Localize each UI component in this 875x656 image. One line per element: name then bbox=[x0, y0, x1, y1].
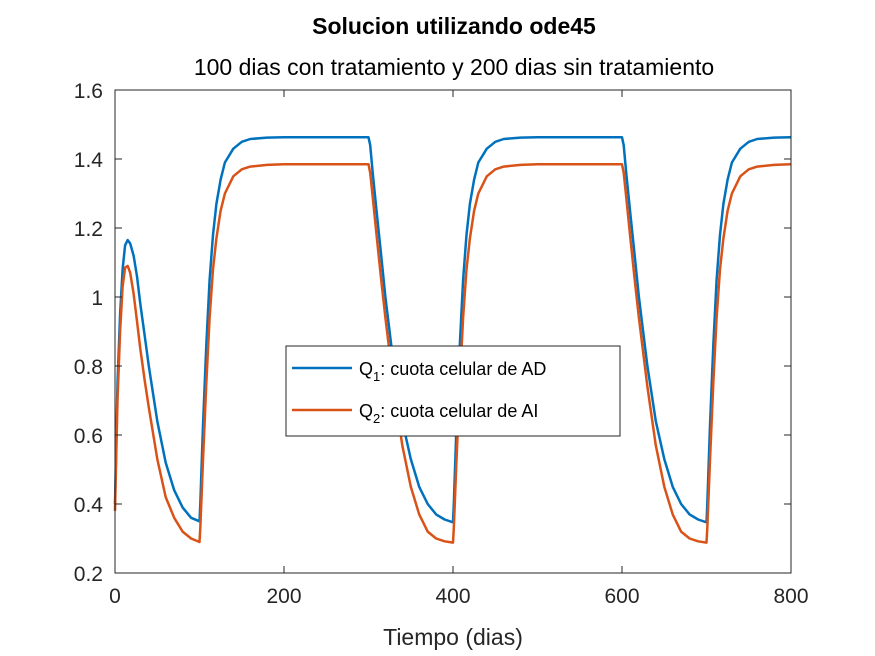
y-tick-label: 0.6 bbox=[74, 425, 103, 448]
y-tick-label: 1.4 bbox=[74, 149, 104, 172]
series-line-q1 bbox=[113, 136, 792, 524]
chart-title: Solucion utilizando ode45 bbox=[312, 13, 596, 39]
legend-entry-q1: Q1: cuota celular de AD bbox=[359, 359, 546, 384]
x-tick-label: 200 bbox=[266, 585, 301, 608]
legend: Q1: cuota celular de AD Q2: cuota celula… bbox=[285, 345, 621, 437]
legend-q1-rest: : cuota celular de AD bbox=[380, 359, 546, 379]
legend-q2-rest: : cuota celular de AI bbox=[380, 401, 538, 421]
chart-subtitle: 100 dias con tratamiento y 200 dias sin … bbox=[194, 54, 714, 80]
y-tick-label: 0.2 bbox=[74, 563, 103, 586]
legend-q2-main: Q bbox=[359, 401, 373, 421]
x-tick-label: 600 bbox=[604, 585, 639, 608]
y-tick-label: 1.6 bbox=[74, 80, 103, 103]
x-tick-label: 800 bbox=[773, 585, 808, 608]
x-tick-label: 0 bbox=[109, 585, 121, 608]
legend-q2-sub: 2 bbox=[373, 411, 380, 426]
ticks-layer: 0 200 400 600 800 0.2 0.4 0.6 0.8 1 1.2 1.4 1.6 bbox=[74, 80, 809, 608]
series-line-q2 bbox=[113, 162, 792, 544]
x-tick-label: 400 bbox=[435, 585, 470, 608]
legend-entry-q2: Q2: cuota celular de AI bbox=[359, 401, 538, 426]
legend-box bbox=[285, 345, 621, 437]
y-tick-label: 1 bbox=[91, 287, 103, 310]
legend-q1-main: Q bbox=[359, 359, 373, 379]
y-tick-label: 0.8 bbox=[74, 356, 103, 379]
y-tick-label: 0.4 bbox=[74, 494, 104, 517]
x-axis-label: Tiempo (dias) bbox=[383, 624, 523, 650]
legend-q1-sub: 1 bbox=[373, 369, 380, 384]
y-tick-label: 1.2 bbox=[74, 218, 103, 241]
series-layer bbox=[113, 136, 792, 544]
